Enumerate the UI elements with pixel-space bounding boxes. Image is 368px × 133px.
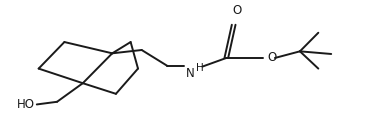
Text: N: N	[186, 67, 195, 80]
Text: O: O	[233, 4, 242, 17]
Text: H: H	[196, 63, 204, 73]
Text: O: O	[268, 51, 277, 65]
Text: HO: HO	[17, 98, 35, 111]
